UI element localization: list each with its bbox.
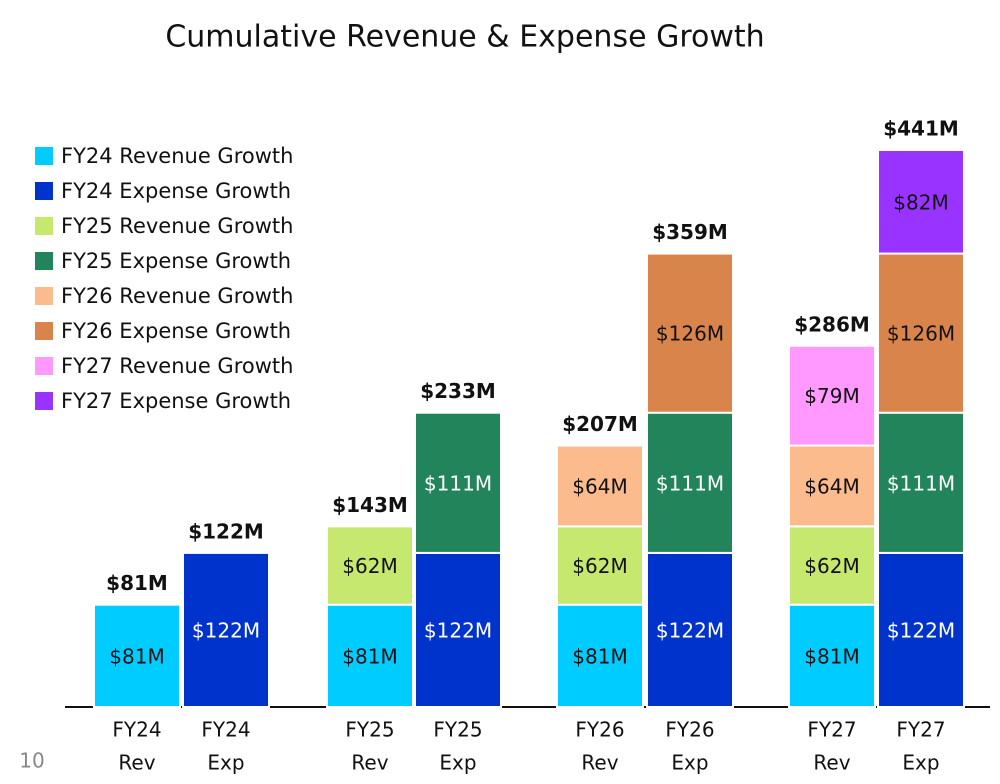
bar-segment xyxy=(556,444,644,528)
bar-segment xyxy=(877,551,965,708)
bar-segment xyxy=(877,252,965,414)
segment-label: $64M xyxy=(804,474,859,498)
bar-segment xyxy=(788,344,876,447)
total-label: $81M xyxy=(106,571,168,595)
bar-segment xyxy=(788,444,876,528)
legend-label: FY27 Expense Growth xyxy=(61,389,291,413)
x-tick-label: FY24 xyxy=(201,718,250,742)
legend-swatch xyxy=(35,392,53,410)
legend-label: FY27 Revenue Growth xyxy=(61,354,293,378)
page-number: 10 xyxy=(19,749,44,773)
legend-label: FY26 Revenue Growth xyxy=(61,284,293,308)
bar-segment xyxy=(877,149,965,255)
segment-label: $62M xyxy=(572,554,627,578)
segment-label: $81M xyxy=(804,644,859,668)
total-label: $286M xyxy=(794,312,870,336)
legend-swatch xyxy=(35,287,53,305)
chart-title: Cumulative Revenue & Expense Growth xyxy=(165,20,764,55)
total-label: $143M xyxy=(332,493,408,517)
bar-segment xyxy=(93,603,181,708)
bar-segment xyxy=(788,603,876,708)
total-label: $207M xyxy=(562,412,638,436)
bar-segment xyxy=(414,551,502,708)
legend-label: FY25 Revenue Growth xyxy=(61,214,293,238)
legend-swatch xyxy=(35,357,53,375)
total-label: $122M xyxy=(188,519,264,543)
segment-label: $81M xyxy=(572,644,627,668)
segment-label: $122M xyxy=(424,618,492,642)
x-tick-label: FY25 xyxy=(345,718,394,742)
x-tick-label: Rev xyxy=(118,751,155,775)
total-label: $233M xyxy=(420,379,496,403)
bar-segment xyxy=(556,525,644,606)
segment-label: $62M xyxy=(342,554,397,578)
bar-segment xyxy=(326,525,414,606)
segment-label: $81M xyxy=(109,644,164,668)
legend-swatch xyxy=(35,322,53,340)
segment-label: $111M xyxy=(887,471,955,495)
legend-label: FY26 Expense Growth xyxy=(61,319,291,343)
segment-label: $81M xyxy=(342,644,397,668)
segment-label: $122M xyxy=(656,618,724,642)
x-tick-label: Rev xyxy=(351,751,388,775)
segment-label: $122M xyxy=(887,618,955,642)
x-tick-label: Rev xyxy=(581,751,618,775)
x-tick-label: Exp xyxy=(207,751,244,775)
x-tick-label: FY24 xyxy=(112,718,161,742)
segment-label: $122M xyxy=(192,618,260,642)
legend-swatch xyxy=(35,182,53,200)
segment-label: $111M xyxy=(656,471,724,495)
bar-segment xyxy=(646,252,734,414)
segment-label: $111M xyxy=(424,471,492,495)
segment-label: $64M xyxy=(572,474,627,498)
legend-label: FY25 Expense Growth xyxy=(61,249,291,273)
x-tick-label: FY26 xyxy=(665,718,714,742)
legend-label: FY24 Expense Growth xyxy=(61,179,291,203)
segment-label: $82M xyxy=(893,190,948,214)
legend-label: FY24 Revenue Growth xyxy=(61,144,293,168)
segment-label: $62M xyxy=(804,554,859,578)
segment-label: $79M xyxy=(804,384,859,408)
legend-swatch xyxy=(35,217,53,235)
total-label: $441M xyxy=(883,117,959,141)
x-tick-label: FY27 xyxy=(807,718,856,742)
total-label: $359M xyxy=(652,220,728,244)
segment-label: $126M xyxy=(656,322,724,346)
x-tick-label: Exp xyxy=(671,751,708,775)
x-tick-label: Exp xyxy=(902,751,939,775)
bar-segment xyxy=(646,411,734,554)
bar-segment xyxy=(788,525,876,606)
x-tick-label: Exp xyxy=(439,751,476,775)
segment-label: $126M xyxy=(887,322,955,346)
legend-swatch xyxy=(35,147,53,165)
bar-segment xyxy=(182,551,270,708)
x-tick-label: FY26 xyxy=(575,718,624,742)
x-tick-label: FY25 xyxy=(433,718,482,742)
bar-segment xyxy=(414,411,502,554)
bar-segment xyxy=(646,551,734,708)
bar-segment xyxy=(556,603,644,708)
bar-segment xyxy=(877,411,965,554)
x-tick-label: Rev xyxy=(813,751,850,775)
x-tick-label: FY27 xyxy=(896,718,945,742)
legend-swatch xyxy=(35,252,53,270)
